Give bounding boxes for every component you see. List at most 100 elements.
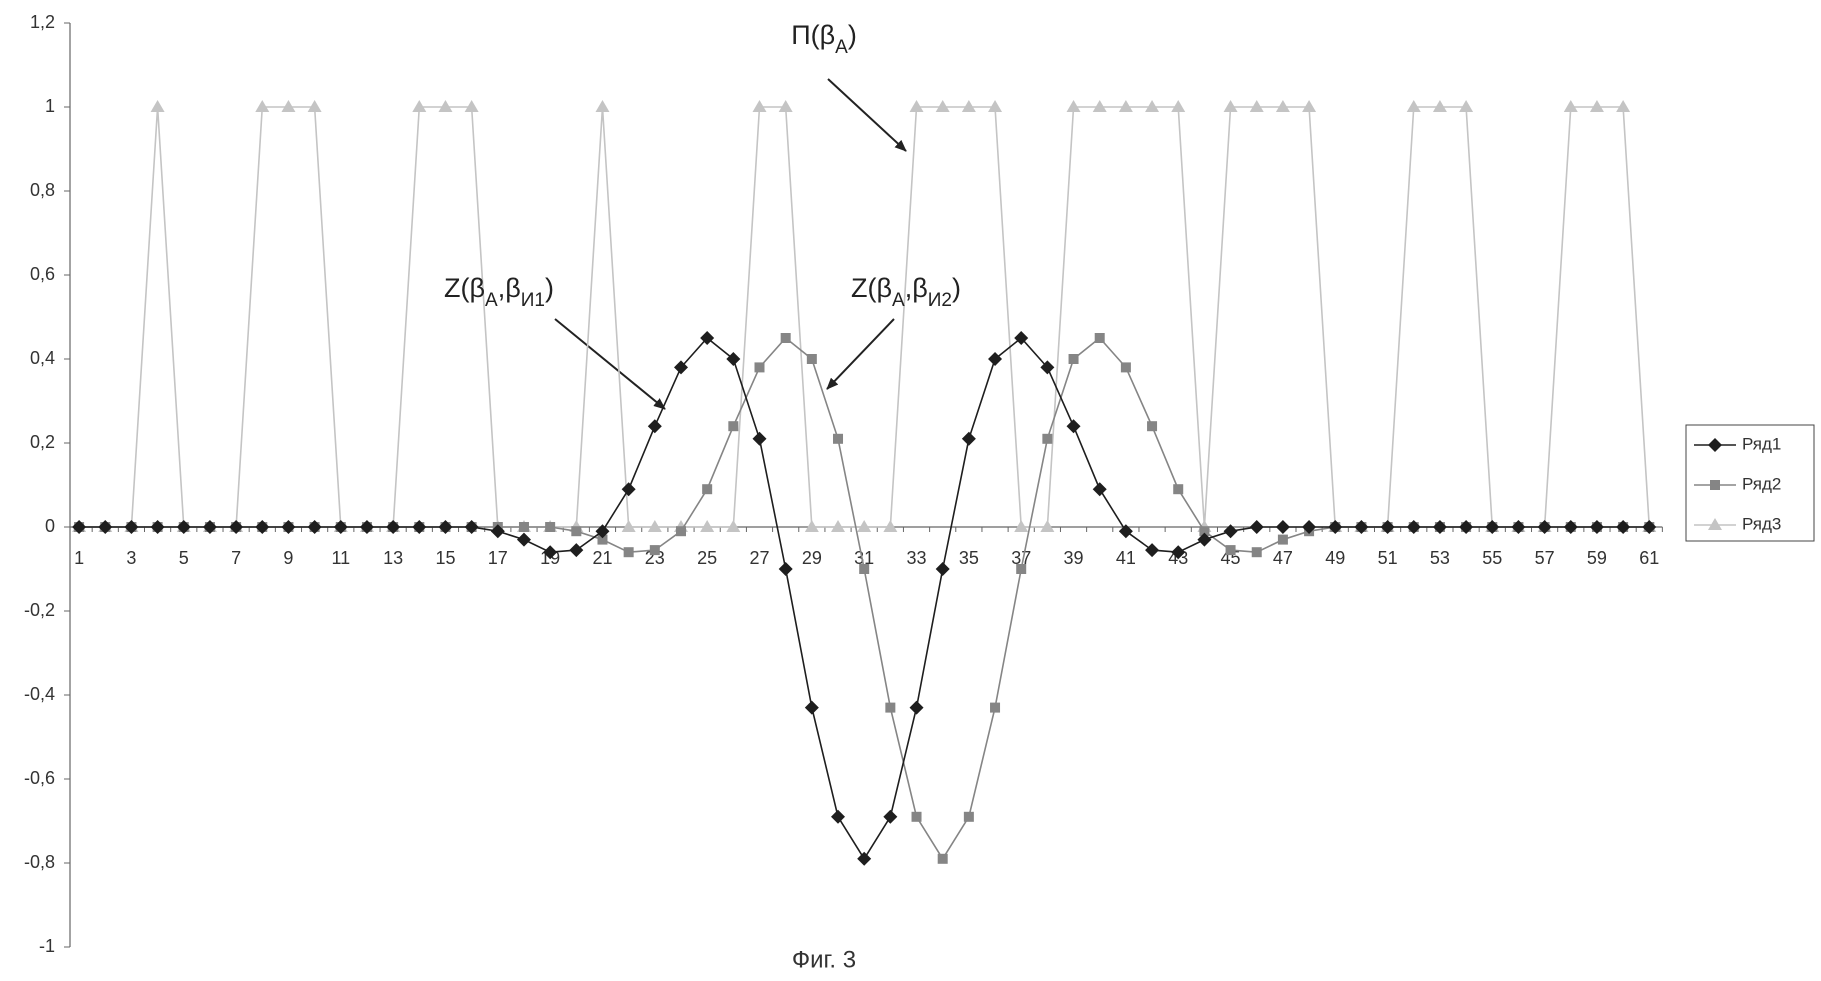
point: [1040, 520, 1054, 532]
x-tick-label: 3: [126, 548, 136, 568]
x-tick-label: 25: [697, 548, 717, 568]
series-line: [79, 338, 1649, 859]
point: [990, 703, 1000, 713]
series: [74, 333, 1654, 864]
point: [1276, 520, 1290, 534]
point: [857, 852, 871, 866]
series-line: [79, 338, 1649, 859]
point: [753, 100, 767, 112]
annotation-part: ): [952, 273, 961, 303]
y-tick-label: -0,6: [24, 768, 55, 788]
legend-label: Ряд1: [1742, 434, 1781, 453]
x-tick-label: 61: [1639, 548, 1659, 568]
point: [1224, 100, 1238, 112]
point: [650, 545, 660, 555]
series-line: [79, 107, 1649, 527]
annotation-arrow: [555, 319, 665, 409]
annotation-part: ): [545, 273, 554, 303]
point: [962, 432, 976, 446]
point: [151, 100, 165, 112]
point: [910, 100, 924, 112]
x-tick-label: 51: [1378, 548, 1398, 568]
annotation-part: П(β: [791, 20, 835, 50]
point: [255, 100, 269, 112]
point: [648, 520, 662, 532]
annotation-part: И1: [521, 290, 545, 311]
x-tick-label: 39: [1064, 548, 1084, 568]
x-tick-label: 21: [592, 548, 612, 568]
point: [859, 564, 869, 574]
x-tick-label: 17: [488, 548, 508, 568]
legend-label: Ряд3: [1742, 514, 1781, 533]
point: [1147, 421, 1157, 431]
annotation-part: ,β: [498, 273, 521, 303]
x-tick-label: 5: [179, 548, 189, 568]
point: [1121, 362, 1131, 372]
point: [1224, 524, 1238, 538]
point: [571, 526, 581, 536]
y-tick-label: 0: [45, 516, 55, 536]
point: [962, 100, 976, 112]
point: [1616, 100, 1630, 112]
point: [1069, 354, 1079, 364]
point: [831, 520, 845, 532]
point: [779, 562, 793, 576]
annotation-part: A: [485, 290, 498, 311]
x-tick-label: 55: [1482, 548, 1502, 568]
point: [412, 100, 426, 112]
point: [622, 482, 636, 496]
point: [1459, 100, 1473, 112]
x-tick-label: 35: [959, 548, 979, 568]
y-tick-label: 1,2: [30, 12, 55, 32]
point: [938, 854, 948, 864]
point: [781, 333, 791, 343]
point: [988, 100, 1002, 112]
point: [910, 701, 924, 715]
point: [964, 812, 974, 822]
point: [1226, 545, 1236, 555]
point: [831, 810, 845, 824]
annotation-arrow: [827, 319, 894, 389]
point: [936, 562, 950, 576]
point: [779, 100, 793, 112]
point: [1250, 520, 1264, 534]
x-tick-label: 41: [1116, 548, 1136, 568]
point: [1433, 100, 1447, 112]
point: [1042, 434, 1052, 444]
point: [517, 533, 531, 547]
annotation-part: A: [892, 290, 905, 311]
point: [755, 362, 765, 372]
point: [805, 701, 819, 715]
x-tick-label: 53: [1430, 548, 1450, 568]
x-tick-label: 1: [74, 548, 84, 568]
point: [545, 522, 555, 532]
y-tick-label: 0,8: [30, 180, 55, 200]
point: [308, 100, 322, 112]
annotation-part: Z(β: [851, 273, 892, 303]
y-tick-label: -0,8: [24, 852, 55, 872]
y-tick-label: 0,6: [30, 264, 55, 284]
point: [1093, 100, 1107, 112]
spacer: [896, 79, 900, 151]
point: [624, 547, 634, 557]
x-tick-label: 9: [283, 548, 293, 568]
point: [1067, 100, 1081, 112]
point: [1278, 535, 1288, 545]
point: [1173, 484, 1183, 494]
point: [1093, 482, 1107, 496]
annotation-arrow: [828, 79, 906, 151]
point: [1119, 100, 1133, 112]
caption: Фиг. 3: [792, 946, 856, 973]
point: [805, 520, 819, 532]
y-tick-label: -0,2: [24, 600, 55, 620]
y-tick-label: 0,2: [30, 432, 55, 452]
point: [648, 419, 662, 433]
y-tick-label: -0,4: [24, 684, 55, 704]
point: [1014, 520, 1028, 532]
point: [807, 354, 817, 364]
point: [1067, 419, 1081, 433]
x-tick-label: 47: [1273, 548, 1293, 568]
x-tick-label: 33: [907, 548, 927, 568]
legend-label: Ряд2: [1742, 474, 1781, 493]
x-tick-label: 29: [802, 548, 822, 568]
